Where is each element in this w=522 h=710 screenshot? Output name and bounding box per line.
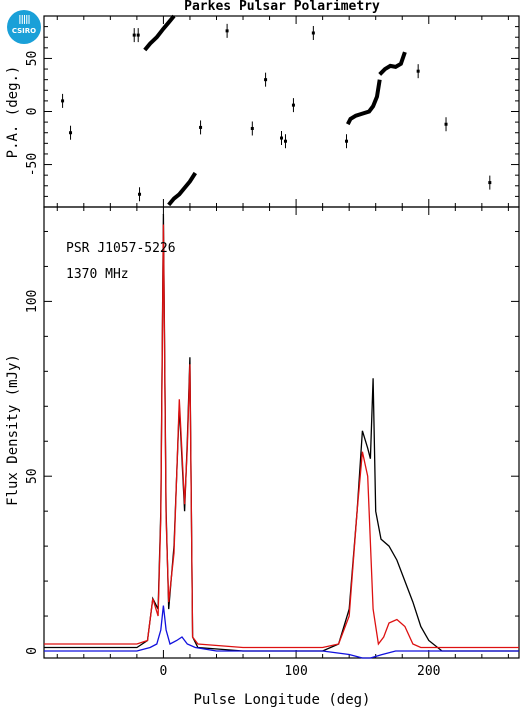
x-tick-label: 0 bbox=[159, 664, 167, 679]
logo-text: CSIRO bbox=[11, 27, 37, 35]
pa-point bbox=[291, 103, 295, 107]
pa-point bbox=[311, 31, 315, 35]
y-tick-label: 50 bbox=[25, 468, 40, 484]
pa-point bbox=[283, 139, 287, 143]
pa-point bbox=[264, 78, 268, 82]
chart-title: Parkes Pulsar Polarimetry bbox=[184, 0, 380, 14]
pa-point bbox=[225, 29, 229, 33]
y-tick-label: 100 bbox=[25, 290, 40, 313]
flux-series-2 bbox=[44, 605, 519, 659]
pa-point bbox=[138, 192, 142, 196]
pa-track bbox=[346, 79, 382, 126]
pa-point bbox=[61, 99, 65, 103]
csiro-logo: ||||| CSIRO bbox=[7, 10, 41, 44]
y-tick-label: -50 bbox=[25, 153, 40, 176]
pa-y-axis-label: P.A. (deg.) bbox=[5, 66, 21, 159]
pa-track bbox=[378, 51, 407, 76]
y-tick-label: 50 bbox=[25, 51, 40, 67]
pa-point bbox=[416, 69, 420, 73]
flux-series-1 bbox=[44, 224, 519, 649]
pa-point bbox=[444, 122, 448, 126]
x-tick-label: 200 bbox=[417, 664, 440, 679]
pa-point bbox=[136, 33, 140, 37]
pa-track bbox=[167, 171, 197, 207]
flux-y-axis-label: Flux Density (mJy) bbox=[5, 354, 21, 506]
y-tick-label: 0 bbox=[25, 647, 40, 655]
pa-panel: -50 0 50 bbox=[25, 14, 520, 208]
x-axis-label: Pulse Longitude (deg) bbox=[193, 692, 370, 708]
frequency-label: 1370 MHz bbox=[66, 267, 129, 282]
x-tick-label: 100 bbox=[284, 664, 307, 679]
pa-track bbox=[143, 14, 176, 52]
logo-mark-icon: ||||| bbox=[18, 15, 30, 25]
pa-point bbox=[280, 136, 283, 140]
pa-point bbox=[345, 139, 349, 143]
pa-point bbox=[199, 125, 203, 129]
plot-frame bbox=[43, 206, 520, 659]
pulsar-name-label: PSR J1057-5226 bbox=[66, 241, 176, 256]
pa-point bbox=[488, 181, 492, 185]
y-tick-label: 0 bbox=[25, 108, 40, 116]
pa-point bbox=[250, 126, 254, 130]
flux-panel: 0 100 200 0 50 100 bbox=[25, 206, 520, 679]
plot-frame bbox=[43, 15, 520, 208]
pa-point bbox=[132, 33, 136, 37]
pa-point bbox=[69, 131, 73, 135]
